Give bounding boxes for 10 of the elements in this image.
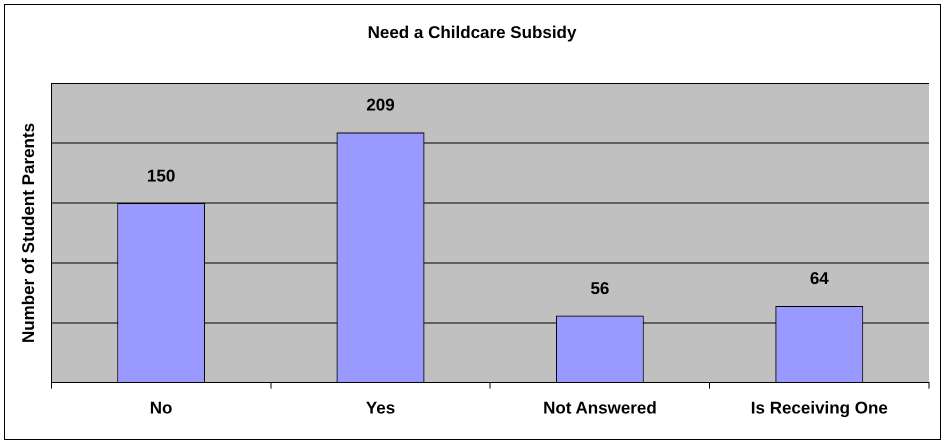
x-tick-label: Not Answered bbox=[543, 398, 657, 418]
data-label: 209 bbox=[366, 96, 395, 115]
data-label: 56 bbox=[590, 278, 610, 298]
data-label: 150 bbox=[146, 166, 176, 186]
y-axis-title: Number of Student Parents bbox=[18, 122, 38, 344]
data-label: 64 bbox=[810, 269, 830, 288]
chart-title: Need a Childcare Subsidy bbox=[368, 22, 577, 42]
x-tick-label: Is Receiving One bbox=[750, 398, 888, 418]
x-tick-label: No bbox=[150, 398, 172, 418]
x-tick-label: Yes bbox=[366, 398, 396, 418]
